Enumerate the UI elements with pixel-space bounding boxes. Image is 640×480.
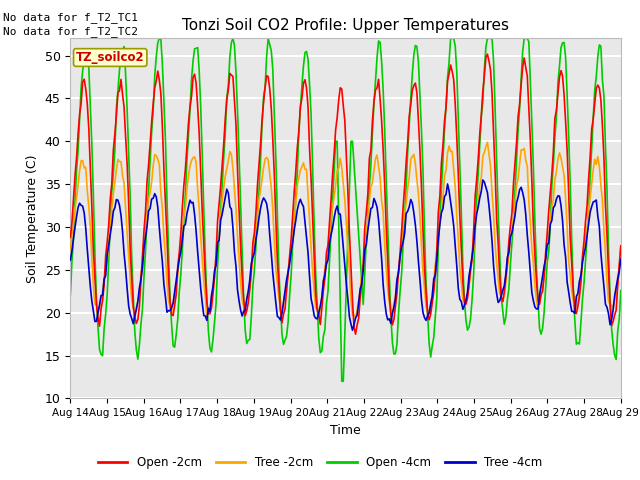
Tree -4cm — [617, 256, 625, 262]
Tree -4cm — [249, 254, 257, 260]
Tree -4cm — [589, 199, 597, 205]
Open -2cm — [617, 243, 625, 249]
Open -4cm — [589, 115, 597, 120]
Tree -2cm — [134, 298, 141, 304]
Tree -2cm — [67, 247, 74, 252]
Open -4cm — [67, 291, 74, 297]
Open -2cm — [67, 234, 74, 240]
Tree -4cm — [230, 249, 238, 255]
Text: No data for f_T2_TC1: No data for f_T2_TC1 — [3, 12, 138, 23]
Open -2cm — [589, 116, 597, 122]
Tree -4cm — [479, 177, 486, 183]
Tree -4cm — [307, 296, 315, 302]
Open -2cm — [307, 177, 315, 182]
Open -2cm — [258, 117, 266, 123]
Tree -2cm — [308, 269, 316, 275]
Tree -2cm — [232, 206, 240, 212]
Open -4cm — [232, 70, 240, 75]
Open -2cm — [249, 240, 257, 246]
Open -4cm — [260, 94, 268, 99]
Tree -2cm — [484, 139, 492, 145]
Legend: Open -2cm, Tree -2cm, Open -4cm, Tree -4cm: Open -2cm, Tree -2cm, Open -4cm, Tree -4… — [93, 452, 547, 474]
Line: Tree -2cm: Tree -2cm — [70, 142, 621, 318]
Tree -2cm — [250, 238, 258, 244]
Text: No data for f_T2_TC2: No data for f_T2_TC2 — [3, 26, 138, 37]
Line: Open -4cm: Open -4cm — [70, 38, 621, 381]
Y-axis label: Soil Temperature (C): Soil Temperature (C) — [26, 154, 39, 283]
Open -2cm — [484, 51, 492, 57]
Tree -2cm — [589, 167, 597, 173]
Tree -2cm — [203, 315, 211, 321]
Tree -4cm — [349, 327, 356, 333]
Open -4cm — [308, 165, 316, 171]
Tree -4cm — [134, 298, 141, 304]
Line: Tree -4cm: Tree -4cm — [70, 180, 621, 330]
Open -4cm — [250, 267, 258, 273]
Open -4cm — [156, 36, 163, 41]
Text: TZ_soilco2: TZ_soilco2 — [76, 51, 145, 64]
Open -4cm — [134, 356, 141, 362]
Open -4cm — [617, 288, 625, 293]
Title: Tonzi Soil CO2 Profile: Upper Temperatures: Tonzi Soil CO2 Profile: Upper Temperatur… — [182, 18, 509, 33]
Open -2cm — [230, 97, 238, 103]
Tree -4cm — [258, 199, 266, 204]
Tree -2cm — [617, 244, 625, 250]
Open -4cm — [338, 378, 346, 384]
Open -2cm — [352, 331, 360, 337]
Tree -2cm — [260, 165, 268, 170]
Tree -4cm — [67, 257, 74, 263]
Line: Open -2cm: Open -2cm — [70, 54, 621, 334]
Open -2cm — [134, 317, 141, 323]
X-axis label: Time: Time — [330, 424, 361, 437]
